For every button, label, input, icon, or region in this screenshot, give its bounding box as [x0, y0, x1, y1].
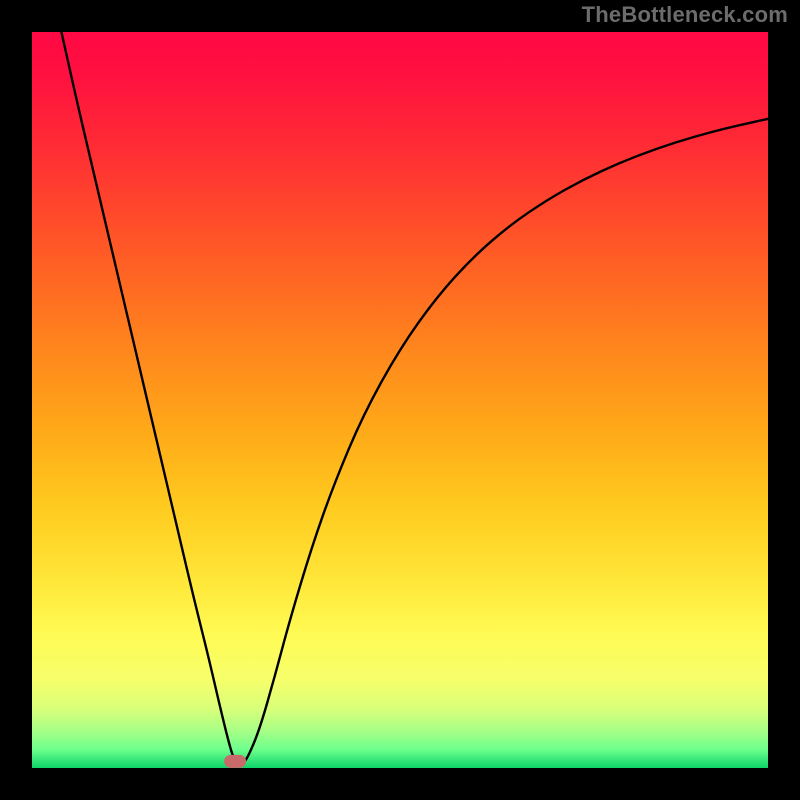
root-container: { "canvas": { "width": 800, "height": 80…	[0, 0, 800, 800]
watermark-text: TheBottleneck.com	[582, 2, 788, 28]
plot-background	[32, 32, 768, 768]
optimal-marker	[224, 755, 246, 768]
bottleneck-chart	[0, 0, 800, 800]
